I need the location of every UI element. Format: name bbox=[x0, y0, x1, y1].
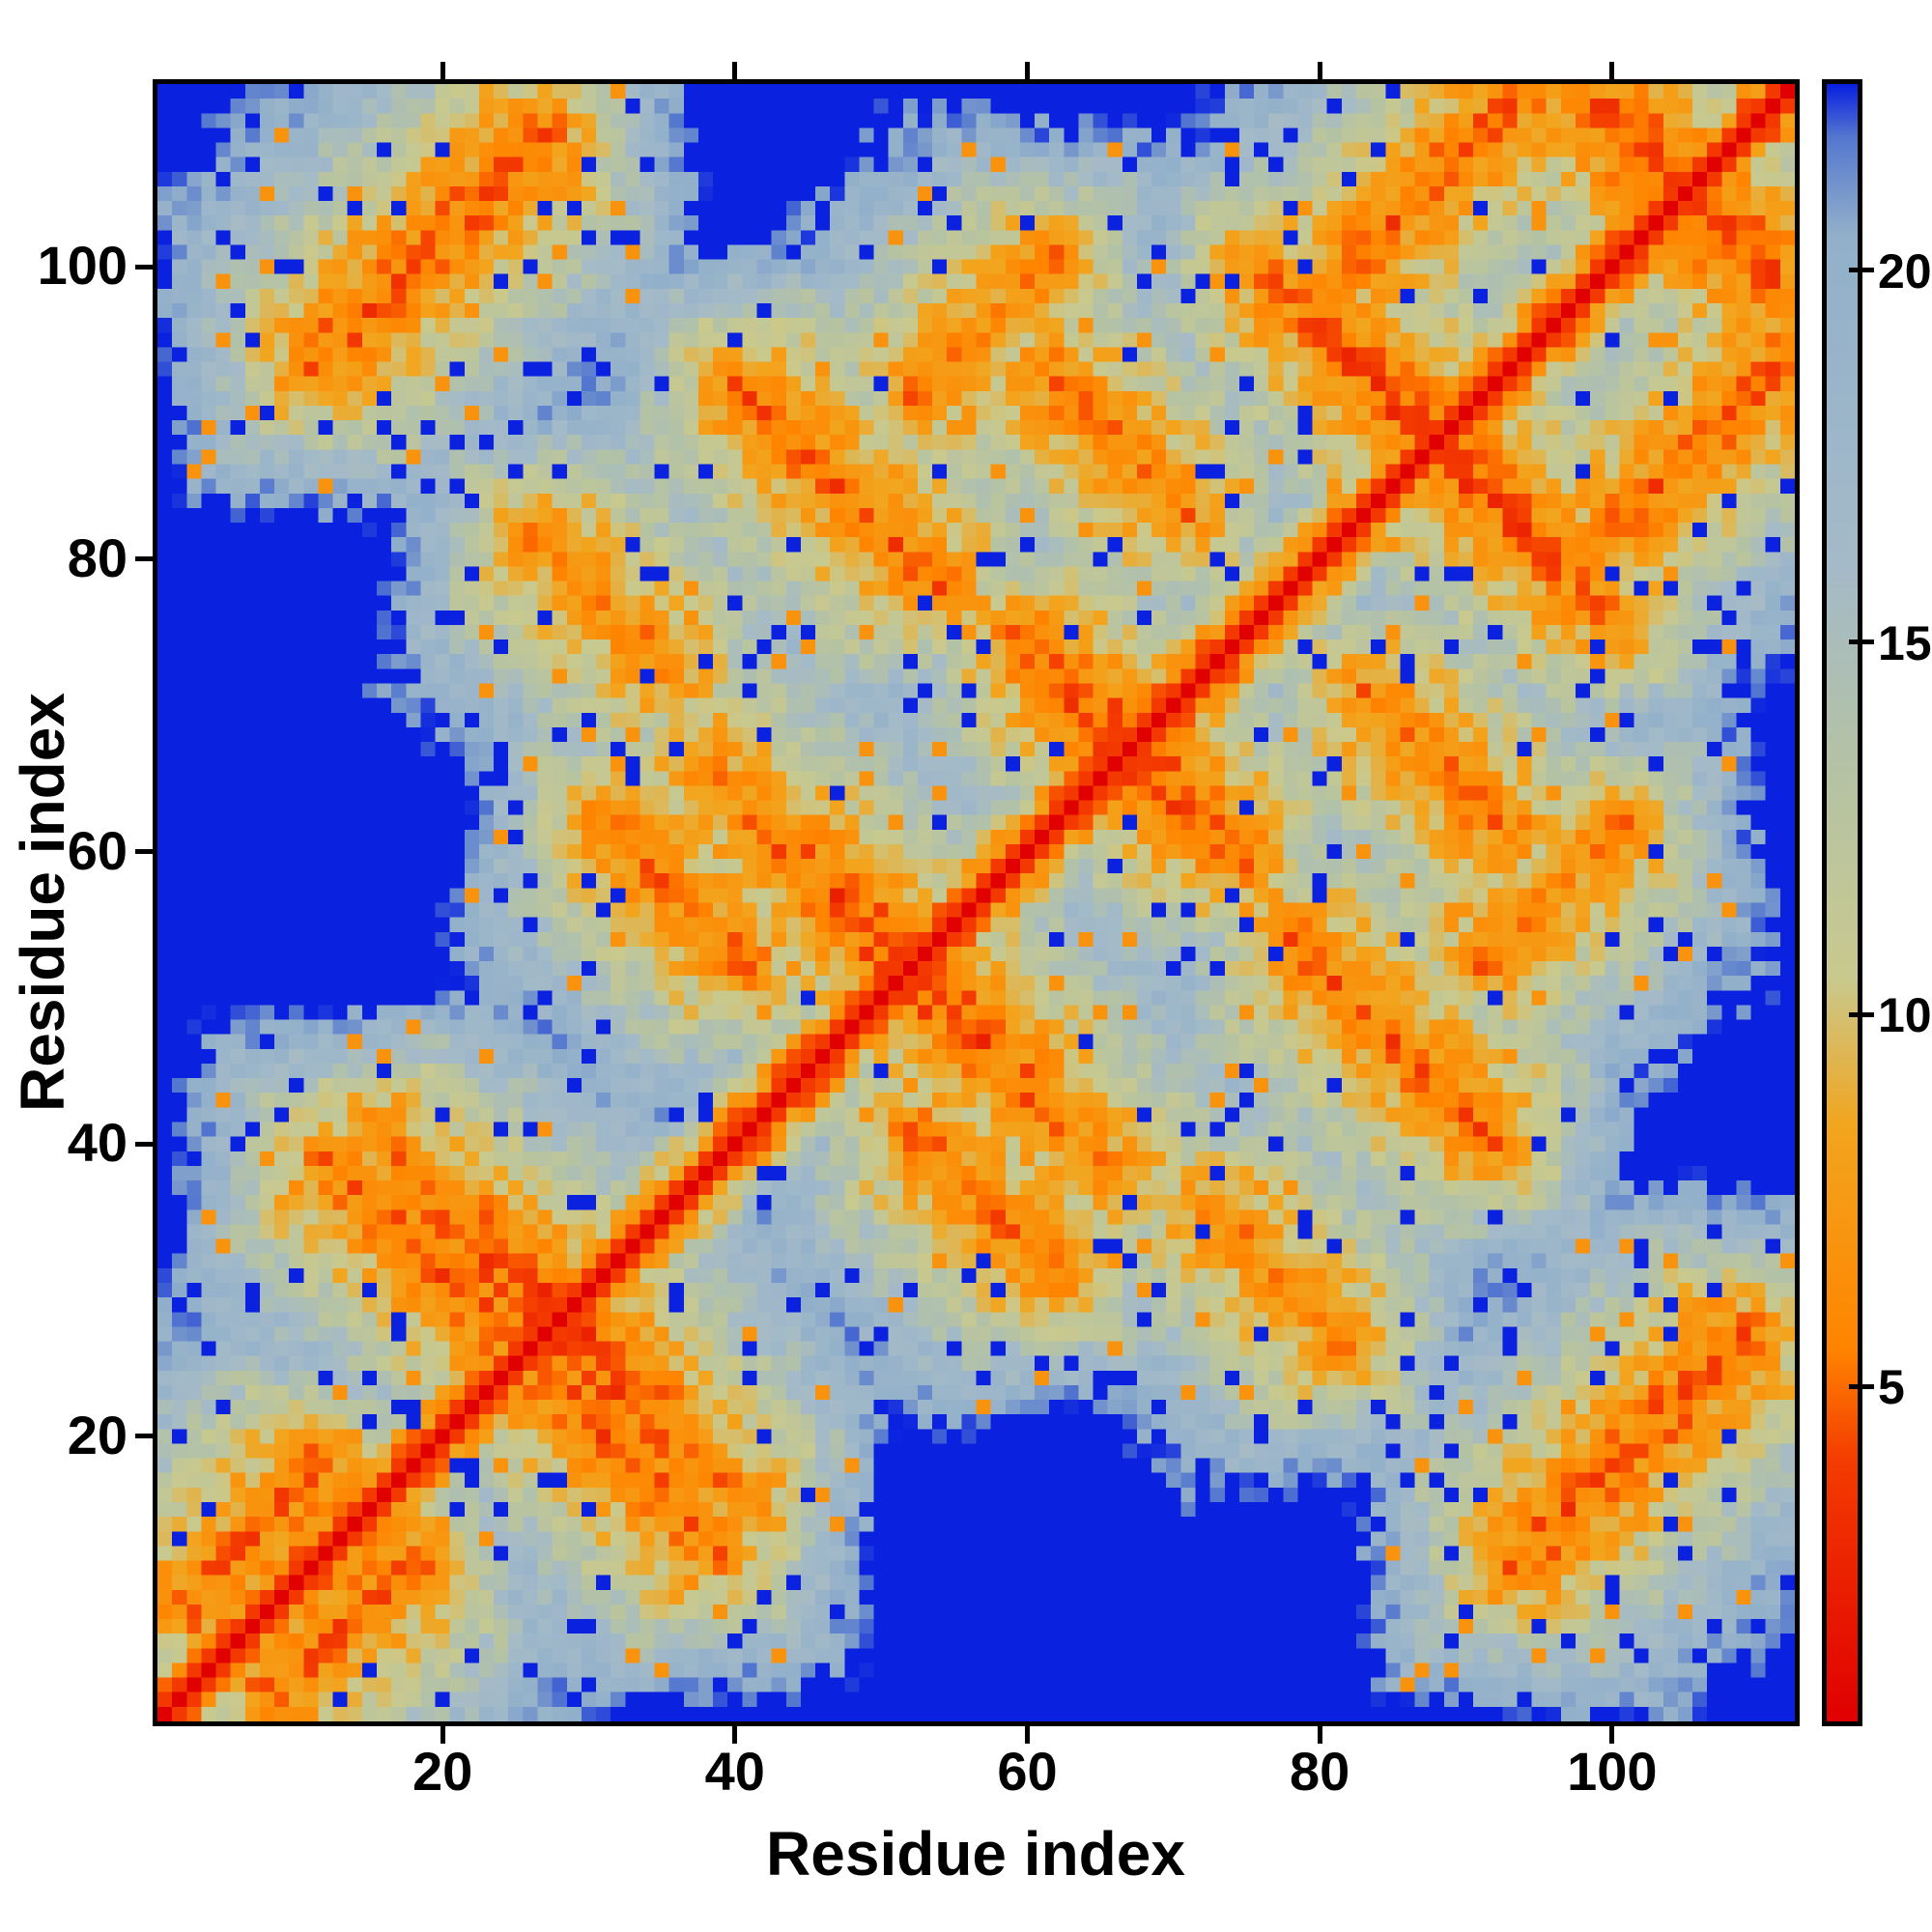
x-tick bbox=[732, 1726, 738, 1744]
colorbar-canvas bbox=[1827, 84, 1858, 1721]
colorbar bbox=[1822, 79, 1862, 1726]
y-tick bbox=[135, 264, 153, 270]
y-tick bbox=[135, 556, 153, 562]
x-tick-label: 40 bbox=[704, 1741, 765, 1802]
y-tick bbox=[135, 1434, 153, 1439]
y-tick-label: 20 bbox=[67, 1404, 128, 1465]
x-tick bbox=[1609, 1726, 1615, 1744]
x-tick-label: 60 bbox=[997, 1741, 1058, 1802]
colorbar-tick-label: 5 bbox=[1878, 1360, 1905, 1415]
colorbar-tick bbox=[1849, 1011, 1874, 1017]
x-tick-top bbox=[732, 62, 738, 79]
y-axis-label: Residue index bbox=[8, 693, 77, 1112]
y-tick-label: 40 bbox=[67, 1112, 128, 1174]
y-tick-label: 60 bbox=[67, 819, 128, 881]
colorbar-tick-label: 10 bbox=[1878, 988, 1932, 1043]
y-tick-label: 80 bbox=[67, 526, 128, 588]
y-tick bbox=[135, 849, 153, 855]
colorbar-tick-label: 15 bbox=[1878, 615, 1932, 670]
colorbar-tick-label: 20 bbox=[1878, 243, 1932, 298]
colorbar-tick bbox=[1849, 1383, 1874, 1389]
x-tick bbox=[1317, 1726, 1322, 1744]
x-tick-label: 80 bbox=[1289, 1741, 1350, 1802]
heatmap-canvas bbox=[157, 84, 1795, 1721]
colorbar-tick bbox=[1849, 639, 1874, 645]
x-tick-top bbox=[1317, 62, 1322, 79]
x-tick bbox=[440, 1726, 445, 1744]
x-tick bbox=[1024, 1726, 1030, 1744]
x-tick-label: 20 bbox=[412, 1741, 473, 1802]
x-tick-label: 100 bbox=[1567, 1741, 1658, 1802]
y-tick-label: 100 bbox=[37, 235, 128, 297]
y-tick bbox=[135, 1141, 153, 1147]
x-tick-top bbox=[1609, 62, 1615, 79]
plot-area bbox=[153, 79, 1800, 1726]
x-tick-top bbox=[440, 62, 445, 79]
x-axis-label: Residue index bbox=[766, 1819, 1185, 1889]
x-tick-top bbox=[1024, 62, 1030, 79]
colorbar-tick bbox=[1849, 268, 1874, 273]
